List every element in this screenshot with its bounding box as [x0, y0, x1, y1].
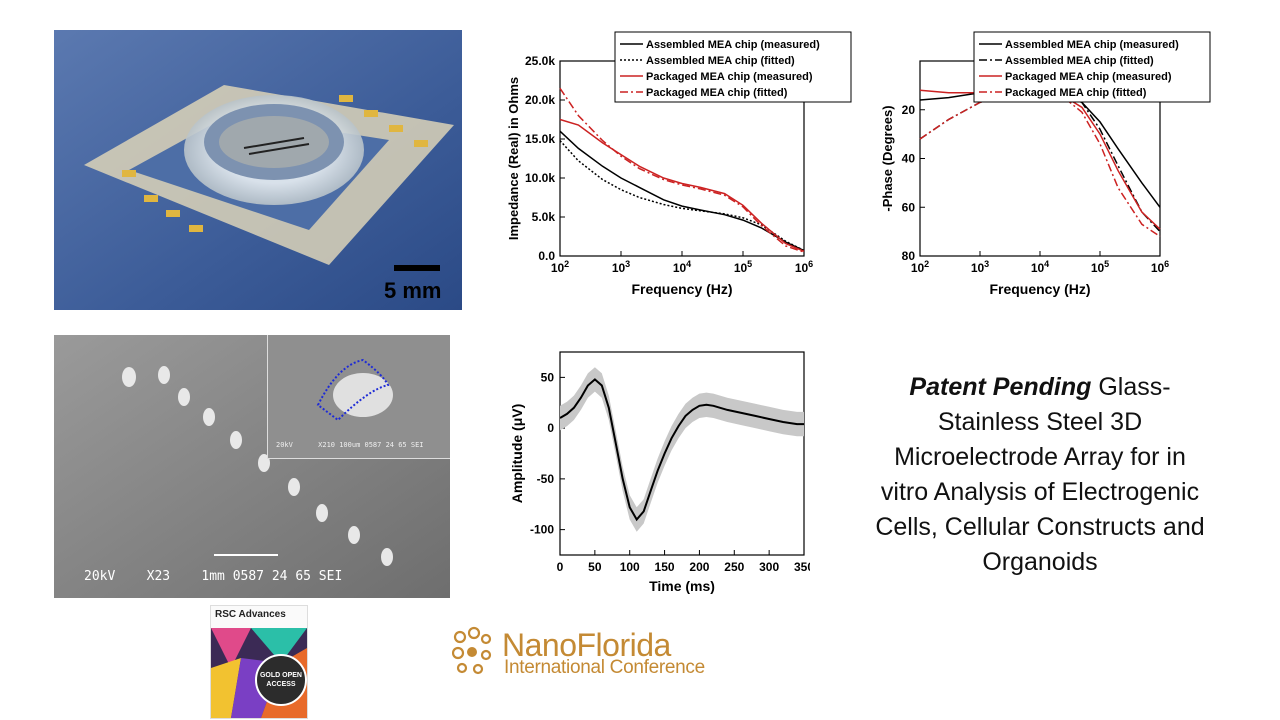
series-line — [559, 130, 805, 252]
x-tick-label: 104 — [673, 259, 691, 275]
sem-inset-caption: 20kV X210 100um 0587 24 65 SEI — [276, 441, 424, 449]
legend-label: Packaged MEA chip (fitted) — [1005, 87, 1147, 99]
y-tick-label: 0.0 — [538, 249, 555, 263]
y-tick-label: 60 — [902, 200, 916, 214]
y-tick-label: 80 — [902, 249, 916, 263]
x-tick-label: 106 — [1151, 259, 1169, 275]
y-tick-label: -50 — [537, 472, 555, 486]
conference-name: NanoFlorida — [502, 627, 671, 663]
series-line — [919, 89, 1161, 208]
y-tick-label: 15.0k — [525, 132, 555, 146]
patent-pending-label: Patent Pending — [909, 373, 1092, 401]
x-tick-label: 0 — [557, 560, 564, 574]
legend-label: Assembled MEA chip (measured) — [646, 39, 820, 51]
x-tick-label: 106 — [795, 259, 813, 275]
series-line — [919, 87, 1161, 238]
y-axis-label: Impedance (Real) in Ohms — [506, 77, 521, 240]
x-tick-label: 102 — [551, 259, 569, 275]
y-tick-label: 20.0k — [525, 93, 555, 107]
legend-box — [973, 31, 1211, 103]
x-axis-label: Frequency (Hz) — [631, 281, 732, 297]
plot-frame — [559, 351, 805, 556]
x-tick-label: 50 — [588, 560, 602, 574]
x-tick-label: 105 — [1091, 259, 1109, 275]
journal-cover: RSC Advances GOLD OPEN ACCESS — [210, 605, 308, 719]
x-tick-label: 100 — [620, 560, 640, 574]
y-axis-label: -Phase (Degrees) — [880, 105, 895, 211]
amplitude-chart: 0 50 100 150 200 250 300 350 -100 -50 0 50 Time (ms)… — [509, 351, 810, 594]
legend-box — [614, 31, 852, 103]
series-line — [559, 378, 804, 522]
gold-open-access-badge: GOLD OPEN ACCESS — [255, 654, 307, 706]
x-tick-label: 103 — [971, 259, 989, 275]
series-line — [559, 118, 805, 252]
series-line — [559, 87, 805, 253]
scale-bar-label: 5 mm — [384, 278, 442, 303]
x-tick-label: 105 — [734, 259, 752, 275]
sem-image: 20kV X23 1mm 0587 24 65 SEI 20kV X210 10… — [54, 335, 450, 598]
variance-band — [560, 367, 804, 532]
x-tick-label: 350 — [794, 560, 810, 574]
y-tick-label: 0 — [547, 421, 554, 435]
legend-label: Packaged MEA chip (fitted) — [646, 87, 788, 99]
y-tick-label: 10.0k — [525, 171, 555, 185]
legend-label: Packaged MEA chip (measured) — [1005, 71, 1172, 83]
sem-inset-image: 20kV X210 100um 0587 24 65 SEI — [267, 335, 450, 459]
x-tick-label: 300 — [759, 560, 779, 574]
impedance-chart: 102 103 104 105 106 0.0 5.0k 10.0k 15.0k 20.0k 25.… — [506, 31, 852, 297]
phase-chart: 102 103 104 105 106 20 40 60 80 Frequency (Hz) -Ph… — [880, 31, 1211, 297]
title-block: Patent Pending Glass-Stainless Steel 3D … — [870, 370, 1210, 580]
x-tick-label: 102 — [911, 259, 929, 275]
x-axis-label: Frequency (Hz) — [989, 281, 1090, 297]
x-tick-label: 150 — [655, 560, 675, 574]
legend-label: Packaged MEA chip (measured) — [646, 71, 813, 83]
x-tick-label: 200 — [689, 560, 709, 574]
series-line — [559, 140, 805, 252]
y-axis-label: Amplitude (μV) — [509, 404, 525, 504]
x-tick-label: 103 — [612, 259, 630, 275]
x-tick-label: 104 — [1031, 259, 1049, 275]
conference-subtitle: International Conference — [504, 657, 705, 678]
x-tick-label: 250 — [724, 560, 744, 574]
series-line — [919, 87, 1161, 233]
mea-chip-photo: 5 mm — [54, 30, 462, 310]
y-tick-label: 50 — [541, 370, 555, 384]
y-tick-label: 25.0k — [525, 54, 555, 68]
legend-label: Assembled MEA chip (fitted) — [646, 55, 795, 67]
sem-caption: 20kV X23 1mm 0587 24 65 SEI — [84, 569, 343, 584]
title-text: Glass-Stainless Steel 3D Microelectrode … — [875, 373, 1205, 576]
legend-label: Assembled MEA chip (fitted) — [1005, 55, 1154, 67]
y-tick-label: 5.0k — [532, 210, 556, 224]
y-tick-label: -100 — [530, 523, 554, 537]
nanoflorida-logo-icon — [452, 626, 492, 675]
legend-label: Assembled MEA chip (measured) — [1005, 39, 1179, 51]
journal-name: RSC Advances — [215, 609, 286, 620]
series-line — [919, 89, 1161, 230]
x-axis-label: Time (ms) — [649, 578, 715, 594]
y-tick-label: 40 — [902, 152, 916, 166]
y-tick-label: 20 — [902, 103, 916, 117]
